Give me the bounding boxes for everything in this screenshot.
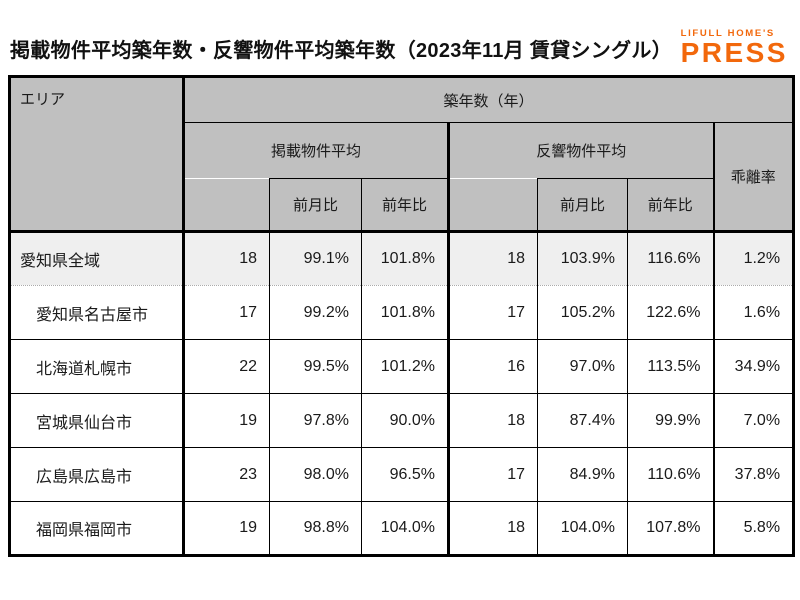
responded-avg-cell: 18 xyxy=(448,501,538,556)
responded-yoy-cell: 107.8% xyxy=(627,501,715,556)
header-row-1: エリア 築年数（年） xyxy=(9,76,795,233)
listed-yoy-cell: 90.0% xyxy=(361,393,450,448)
deviation-cell: 37.8% xyxy=(713,447,794,502)
responded-avg-cell: 18 xyxy=(448,393,538,448)
responded-avg-cell: 18 xyxy=(448,231,538,286)
area-cell: 福岡県福岡市 xyxy=(9,501,185,556)
column-header-deviation-rate: 乖離率 xyxy=(713,122,794,233)
table-row: 福岡県福岡市 19 98.8% 104.0% 18 104.0% 107.8% … xyxy=(9,501,794,556)
blank-header-cell xyxy=(183,178,270,233)
listed-avg-cell: 18 xyxy=(183,231,270,286)
area-cell: 広島県広島市 xyxy=(9,447,185,502)
responded-mom-cell: 84.9% xyxy=(537,447,628,502)
column-header-listed-mom: 前月比 xyxy=(269,178,362,233)
column-header-responded-yoy: 前年比 xyxy=(627,178,715,233)
table-row: 愛知県全域 18 99.1% 101.8% 18 103.9% 116.6% 1… xyxy=(9,231,794,286)
listed-avg-cell: 22 xyxy=(183,339,270,394)
column-group-responded-average: 反響物件平均 xyxy=(448,122,715,179)
responded-avg-cell: 17 xyxy=(448,285,538,340)
table-body: 愛知県全域 18 99.1% 101.8% 18 103.9% 116.6% 1… xyxy=(9,231,794,556)
area-cell: 北海道札幌市 xyxy=(9,339,185,394)
column-header-building-age: 築年数（年） xyxy=(183,76,795,123)
header-row-2: 掲載物件平均 反響物件平均 乖離率 xyxy=(10,122,794,233)
listed-yoy-cell: 101.8% xyxy=(361,231,450,286)
table-row: 北海道札幌市 22 99.5% 101.2% 16 97.0% 113.5% 3… xyxy=(9,339,794,394)
blank-header-cell xyxy=(448,178,538,233)
column-group-listed-average: 掲載物件平均 xyxy=(183,122,450,179)
header-row-3: 前月比 前年比 前月比 前年比 xyxy=(10,178,794,233)
responded-yoy-cell: 99.9% xyxy=(627,393,715,448)
column-header-area: エリア xyxy=(9,76,185,233)
building-age-table: エリア 築年数（年） 掲載物件平均 反響物件平均 乖離率 前月比 前年比 前月比… xyxy=(8,75,796,557)
area-cell: 宮城県仙台市 xyxy=(9,393,185,448)
table-row: 広島県広島市 23 98.0% 96.5% 17 84.9% 110.6% 37… xyxy=(9,447,794,502)
area-cell: 愛知県名古屋市 xyxy=(9,285,185,340)
listed-yoy-cell: 104.0% xyxy=(361,501,450,556)
logo-brand-text: LIFULL HOME'S xyxy=(680,28,775,39)
listed-yoy-cell: 96.5% xyxy=(361,447,450,502)
table-header: エリア 築年数（年） 掲載物件平均 反響物件平均 乖離率 前月比 前年比 前月比… xyxy=(9,76,795,233)
listed-mom-cell: 97.8% xyxy=(269,393,362,448)
deviation-cell: 7.0% xyxy=(713,393,794,448)
listed-mom-cell: 99.1% xyxy=(269,231,362,286)
responded-avg-cell: 17 xyxy=(448,447,538,502)
listed-mom-cell: 99.5% xyxy=(269,339,362,394)
responded-mom-cell: 97.0% xyxy=(537,339,628,394)
column-header-listed-yoy: 前年比 xyxy=(361,178,450,233)
responded-mom-cell: 104.0% xyxy=(537,501,628,556)
page-title: 掲載物件平均築年数・反響物件平均築年数（2023年11月 賃貸シングル） xyxy=(10,40,672,62)
listed-mom-cell: 99.2% xyxy=(269,285,362,340)
responded-yoy-cell: 110.6% xyxy=(627,447,715,502)
listed-yoy-cell: 101.8% xyxy=(361,285,450,340)
responded-mom-cell: 87.4% xyxy=(537,393,628,448)
deviation-cell: 5.8% xyxy=(713,501,794,556)
listed-avg-cell: 19 xyxy=(183,501,270,556)
table-row: 宮城県仙台市 19 97.8% 90.0% 18 87.4% 99.9% 7.0… xyxy=(9,393,794,448)
responded-mom-cell: 105.2% xyxy=(537,285,628,340)
responded-mom-cell: 103.9% xyxy=(537,231,628,286)
column-header-responded-mom: 前月比 xyxy=(537,178,628,233)
listed-avg-cell: 19 xyxy=(183,393,270,448)
responded-yoy-cell: 113.5% xyxy=(627,339,715,394)
deviation-cell: 1.6% xyxy=(713,285,794,340)
table-row: 愛知県名古屋市 17 99.2% 101.8% 17 105.2% 122.6%… xyxy=(9,285,794,340)
deviation-cell: 34.9% xyxy=(713,339,794,394)
responded-yoy-cell: 116.6% xyxy=(627,231,715,286)
listed-avg-cell: 23 xyxy=(183,447,270,502)
responded-avg-cell: 16 xyxy=(448,339,538,394)
responded-yoy-cell: 122.6% xyxy=(627,285,715,340)
deviation-cell: 1.2% xyxy=(713,231,794,286)
listed-mom-cell: 98.8% xyxy=(269,501,362,556)
area-cell: 愛知県全域 xyxy=(9,231,185,286)
lifull-homes-press-logo: LIFULL HOME'S PRESS xyxy=(681,28,788,67)
logo-press-text: PRESS xyxy=(680,37,788,69)
listed-mom-cell: 98.0% xyxy=(269,447,362,502)
listed-yoy-cell: 101.2% xyxy=(361,339,450,394)
listed-avg-cell: 17 xyxy=(183,285,270,340)
title-bar: 掲載物件平均築年数・反響物件平均築年数（2023年11月 賃貸シングル） LIF… xyxy=(0,0,800,75)
